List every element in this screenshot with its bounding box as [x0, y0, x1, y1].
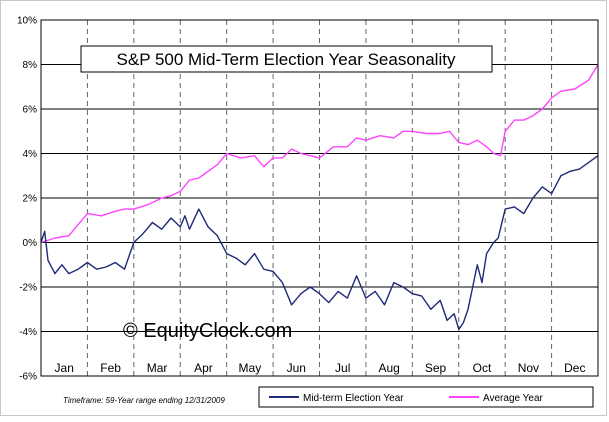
series-line-average-year — [40, 64, 599, 244]
y-tick-label: 4% — [23, 149, 38, 160]
x-tick-label: Apr — [194, 361, 213, 375]
chart-title: S&P 500 Mid-Term Election Year Seasonali… — [117, 50, 456, 69]
x-tick-label: Sep — [425, 361, 447, 375]
y-tick-label: 2% — [23, 194, 38, 205]
legend: Mid-term Election Year Average Year — [258, 386, 594, 408]
series-line-mid-term-election-year — [40, 155, 599, 330]
series-lines — [40, 64, 599, 330]
y-tick-label: -2% — [19, 283, 37, 294]
y-axis-ticks: -6% -4% -2% 0% 2% 4% 6% 8% 10% — [17, 16, 37, 383]
legend-box — [258, 386, 594, 408]
y-tick-label: 0% — [23, 238, 38, 249]
plot-border — [40, 19, 599, 377]
x-tick-label: Dec — [564, 361, 585, 375]
y-tick-label: -4% — [19, 327, 37, 338]
y-tick-label: 6% — [23, 105, 38, 116]
x-axis-ticks: Jan Feb Mar Apr May Jun Jul Aug Sep Oct Nov Dec — [55, 361, 586, 375]
x-tick-label: Mar — [147, 361, 168, 375]
x-tick-label: Jan — [55, 361, 74, 375]
y-tick-label: 10% — [17, 16, 37, 27]
x-tick-label: May — [239, 361, 262, 375]
legend-label-midterm: Mid-term Election Year — [303, 393, 404, 404]
title-box — [80, 45, 493, 73]
x-tick-label: Jul — [335, 361, 350, 375]
x-tick-label: Nov — [518, 361, 539, 375]
x-tick-label: Oct — [473, 361, 492, 375]
x-tick-label: Feb — [100, 361, 121, 375]
x-tick-label: Jun — [287, 361, 306, 375]
watermark: © EquityClock.com — [123, 320, 292, 342]
legend-label-average: Average Year — [483, 393, 544, 404]
footnote: Timeframe: 59-Year range ending 12/31/20… — [63, 396, 225, 405]
y-tick-label: 8% — [23, 60, 38, 71]
x-tick-label: Aug — [378, 361, 399, 375]
y-tick-label: -6% — [19, 372, 37, 383]
